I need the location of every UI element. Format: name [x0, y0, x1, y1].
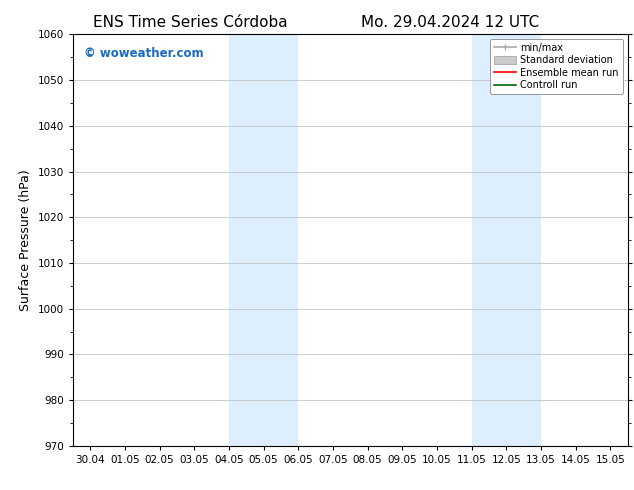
Bar [472, 34, 541, 446]
Text: © woweather.com: © woweather.com [84, 47, 204, 60]
Legend: min/max, Standard deviation, Ensemble mean run, Controll run: min/max, Standard deviation, Ensemble me… [490, 39, 623, 94]
Text: ENS Time Series Córdoba: ENS Time Series Córdoba [93, 15, 287, 30]
Text: Mo. 29.04.2024 12 UTC: Mo. 29.04.2024 12 UTC [361, 15, 540, 30]
Y-axis label: Surface Pressure (hPa): Surface Pressure (hPa) [19, 169, 32, 311]
Bar [229, 34, 298, 446]
